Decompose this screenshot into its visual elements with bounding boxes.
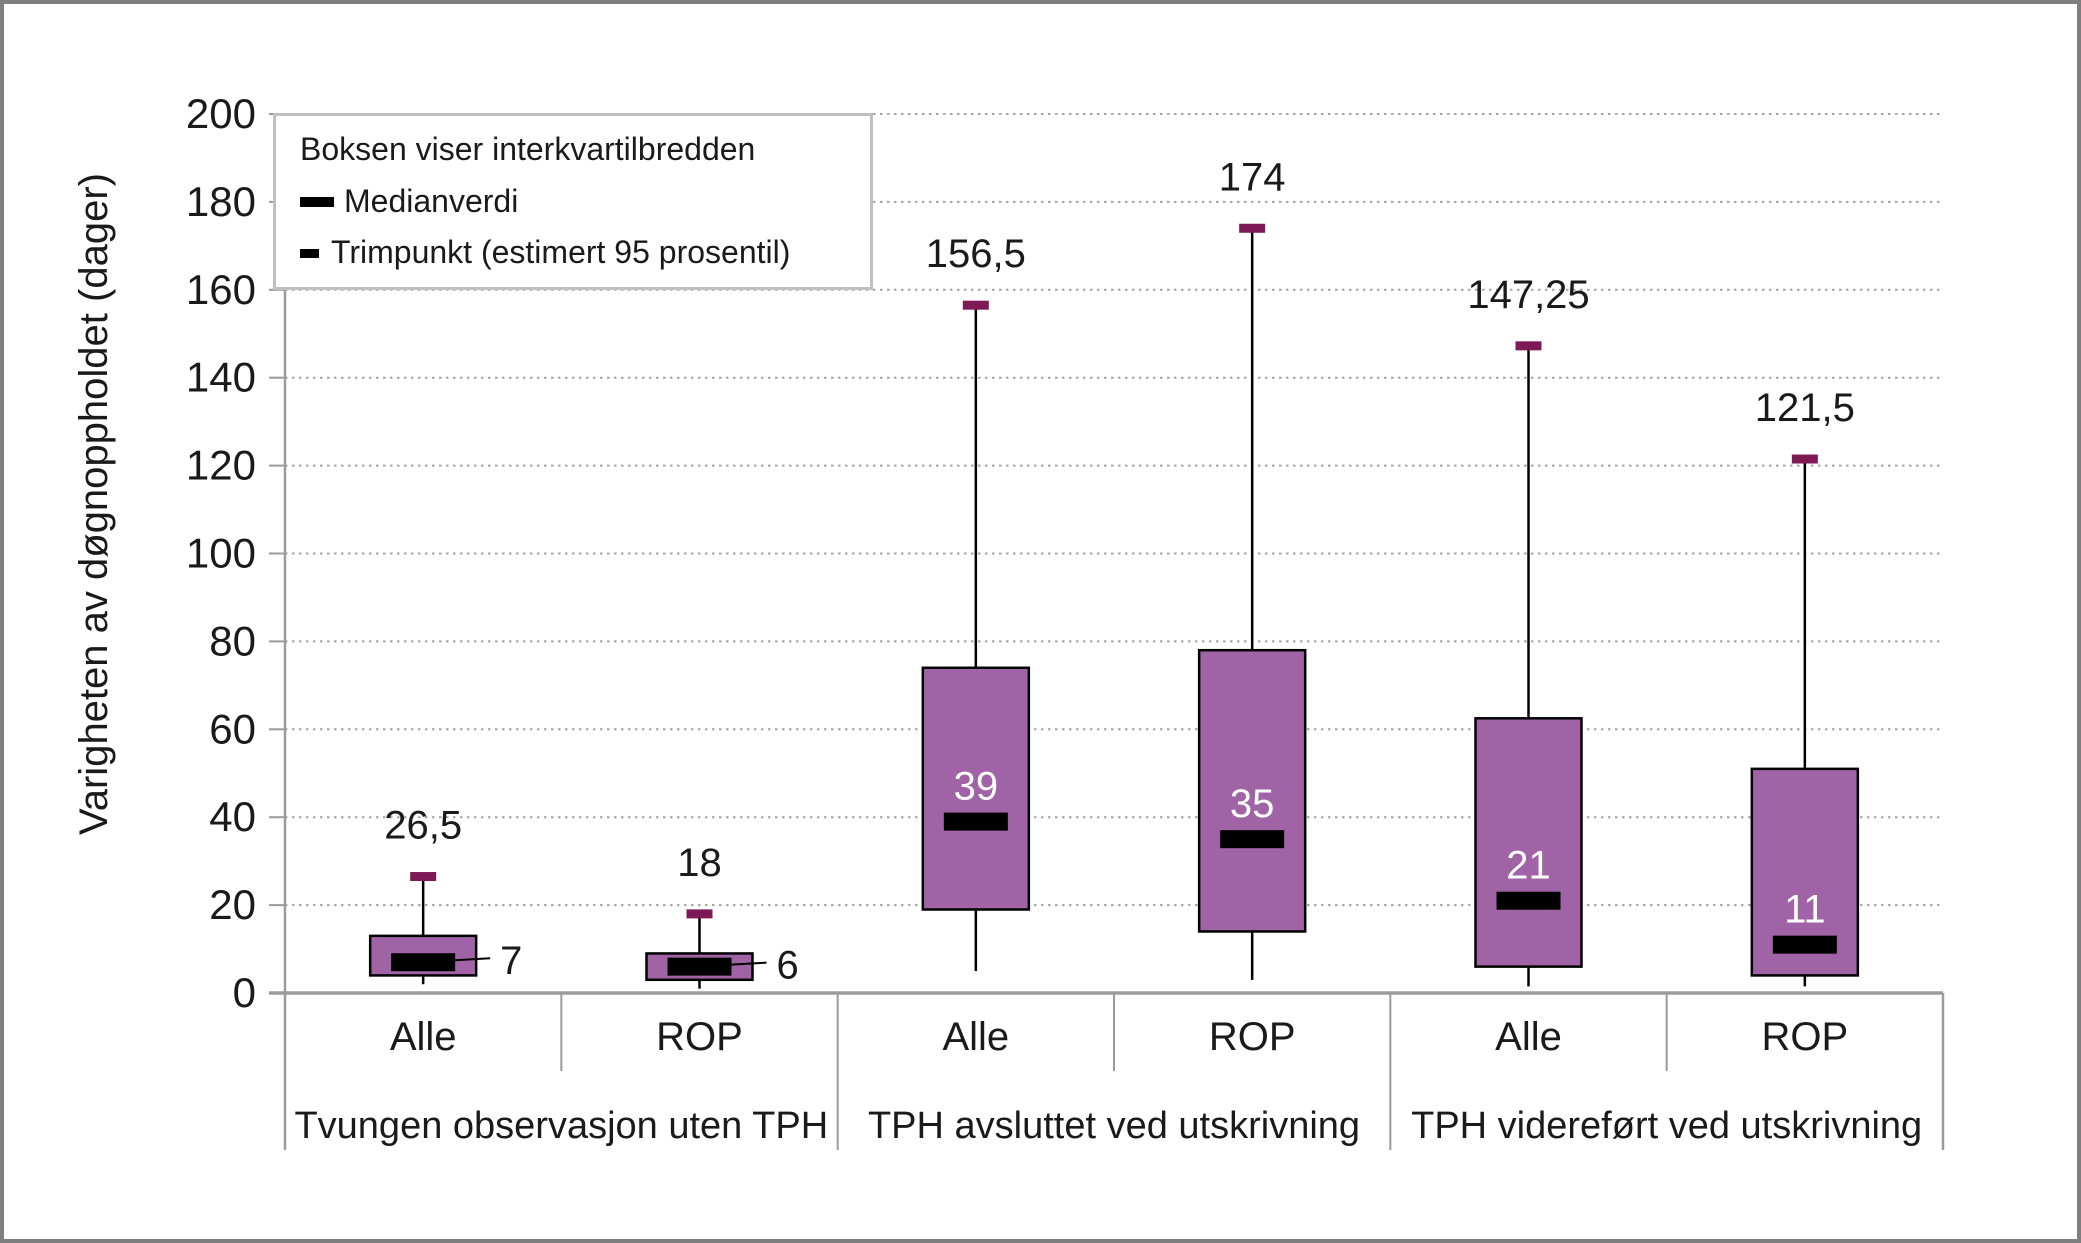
trim-point-marker — [1239, 223, 1266, 233]
boxplot-chart: 02040608010012014016018020026,57186156,5… — [72, 90, 1945, 1150]
trim-value-label: 156,5 — [926, 232, 1026, 276]
y-tick-label: 80 — [209, 617, 256, 664]
y-axis-ticks: 0 20 40 60 80 100 120 140 160 180 200 — [186, 90, 285, 1016]
group-label: Tvungen observasjon uten TPH — [294, 1105, 828, 1147]
y-tick-label: 140 — [186, 354, 256, 401]
trim-point-marker — [1515, 341, 1542, 351]
iqr-box — [921, 666, 1031, 911]
chart-legend: Boksen viser interkvartilbredden Medianv… — [273, 113, 873, 290]
y-tick-label: 60 — [209, 705, 256, 752]
median-value-label: 11 — [1784, 888, 1826, 932]
median-value-label: 6 — [777, 944, 799, 988]
iqr-box — [1197, 648, 1307, 933]
median-band — [943, 812, 1008, 831]
median-value-label: 21 — [1506, 844, 1551, 888]
trim-value-label: 26,5 — [384, 804, 462, 848]
y-tick-label: 160 — [186, 266, 256, 313]
legend-row-title: Boksen viser interkvartilbredden — [300, 132, 864, 167]
boxplot-4-ROP: 174 35 — [1197, 155, 1307, 980]
iqr-box — [1474, 717, 1583, 968]
legend-median-label: Medianverdi — [344, 182, 519, 219]
median-band — [391, 953, 456, 972]
boxplot-1-Alle: 26,57 — [368, 804, 522, 985]
group-label: TPH videreført ved utskrivning — [1411, 1105, 1922, 1147]
trim-point-marker — [410, 872, 437, 882]
trim-point-marker — [1791, 454, 1818, 464]
boxplot-2-ROP: 18 6 — [645, 841, 799, 989]
y-axis-title: Varigheten av døgnoppholdet (dager) — [72, 173, 116, 835]
y-tick-label: 180 — [186, 178, 256, 225]
y-tick-label: 100 — [186, 530, 256, 577]
trim-value-label: 174 — [1219, 155, 1286, 199]
legend-title: Boksen viser interkvartilbredden — [300, 131, 756, 168]
y-tick-label: 120 — [186, 442, 256, 489]
category-label: ROP — [1209, 1015, 1296, 1059]
category-label: ROP — [656, 1015, 743, 1059]
y-tick-label: 200 — [186, 90, 256, 137]
median-band — [667, 957, 732, 976]
category-label: Alle — [390, 1015, 457, 1059]
trim-value-label: 121,5 — [1755, 386, 1855, 430]
median-label-leader — [455, 957, 491, 962]
median-dash-icon — [300, 196, 334, 207]
median-value-label: 39 — [954, 765, 999, 809]
trim-point-marker — [686, 909, 713, 919]
y-tick-label: 0 — [233, 969, 256, 1016]
group-label: TPH avsluttet ved utskrivning — [868, 1105, 1360, 1147]
median-band — [1496, 891, 1561, 910]
y-tick-label: 40 — [209, 793, 256, 840]
trim-value-label: 147,25 — [1467, 273, 1589, 317]
boxplot-5-Alle: 147,25 21 — [1467, 273, 1590, 987]
trim-dash-icon — [300, 248, 319, 258]
median-band — [1220, 830, 1285, 849]
median-value-label: 35 — [1230, 782, 1275, 826]
category-label: Alle — [1495, 1015, 1562, 1059]
category-label: ROP — [1761, 1015, 1848, 1059]
boxplot-6-ROP: 121,5 11 — [1750, 386, 1860, 987]
x-axis-categories: Alle ROP Alle ROP Alle ROP Tvungen observasjon… — [294, 993, 1922, 1150]
boxplot-3-Alle: 156,5 39 — [921, 232, 1031, 972]
legend-row-trim: Trimpunkt (estimert 95 prosentil) — [300, 235, 864, 270]
median-label-leader — [731, 961, 767, 966]
category-label: Alle — [942, 1015, 1009, 1059]
trim-value-label: 18 — [677, 841, 722, 885]
median-value-label: 7 — [500, 939, 522, 983]
trim-point-marker — [962, 300, 989, 310]
median-band — [1772, 935, 1837, 954]
y-tick-label: 20 — [209, 881, 256, 928]
legend-trim-label: Trimpunkt (estimert 95 prosentil) — [331, 234, 791, 271]
legend-row-median: Medianverdi — [300, 182, 864, 219]
